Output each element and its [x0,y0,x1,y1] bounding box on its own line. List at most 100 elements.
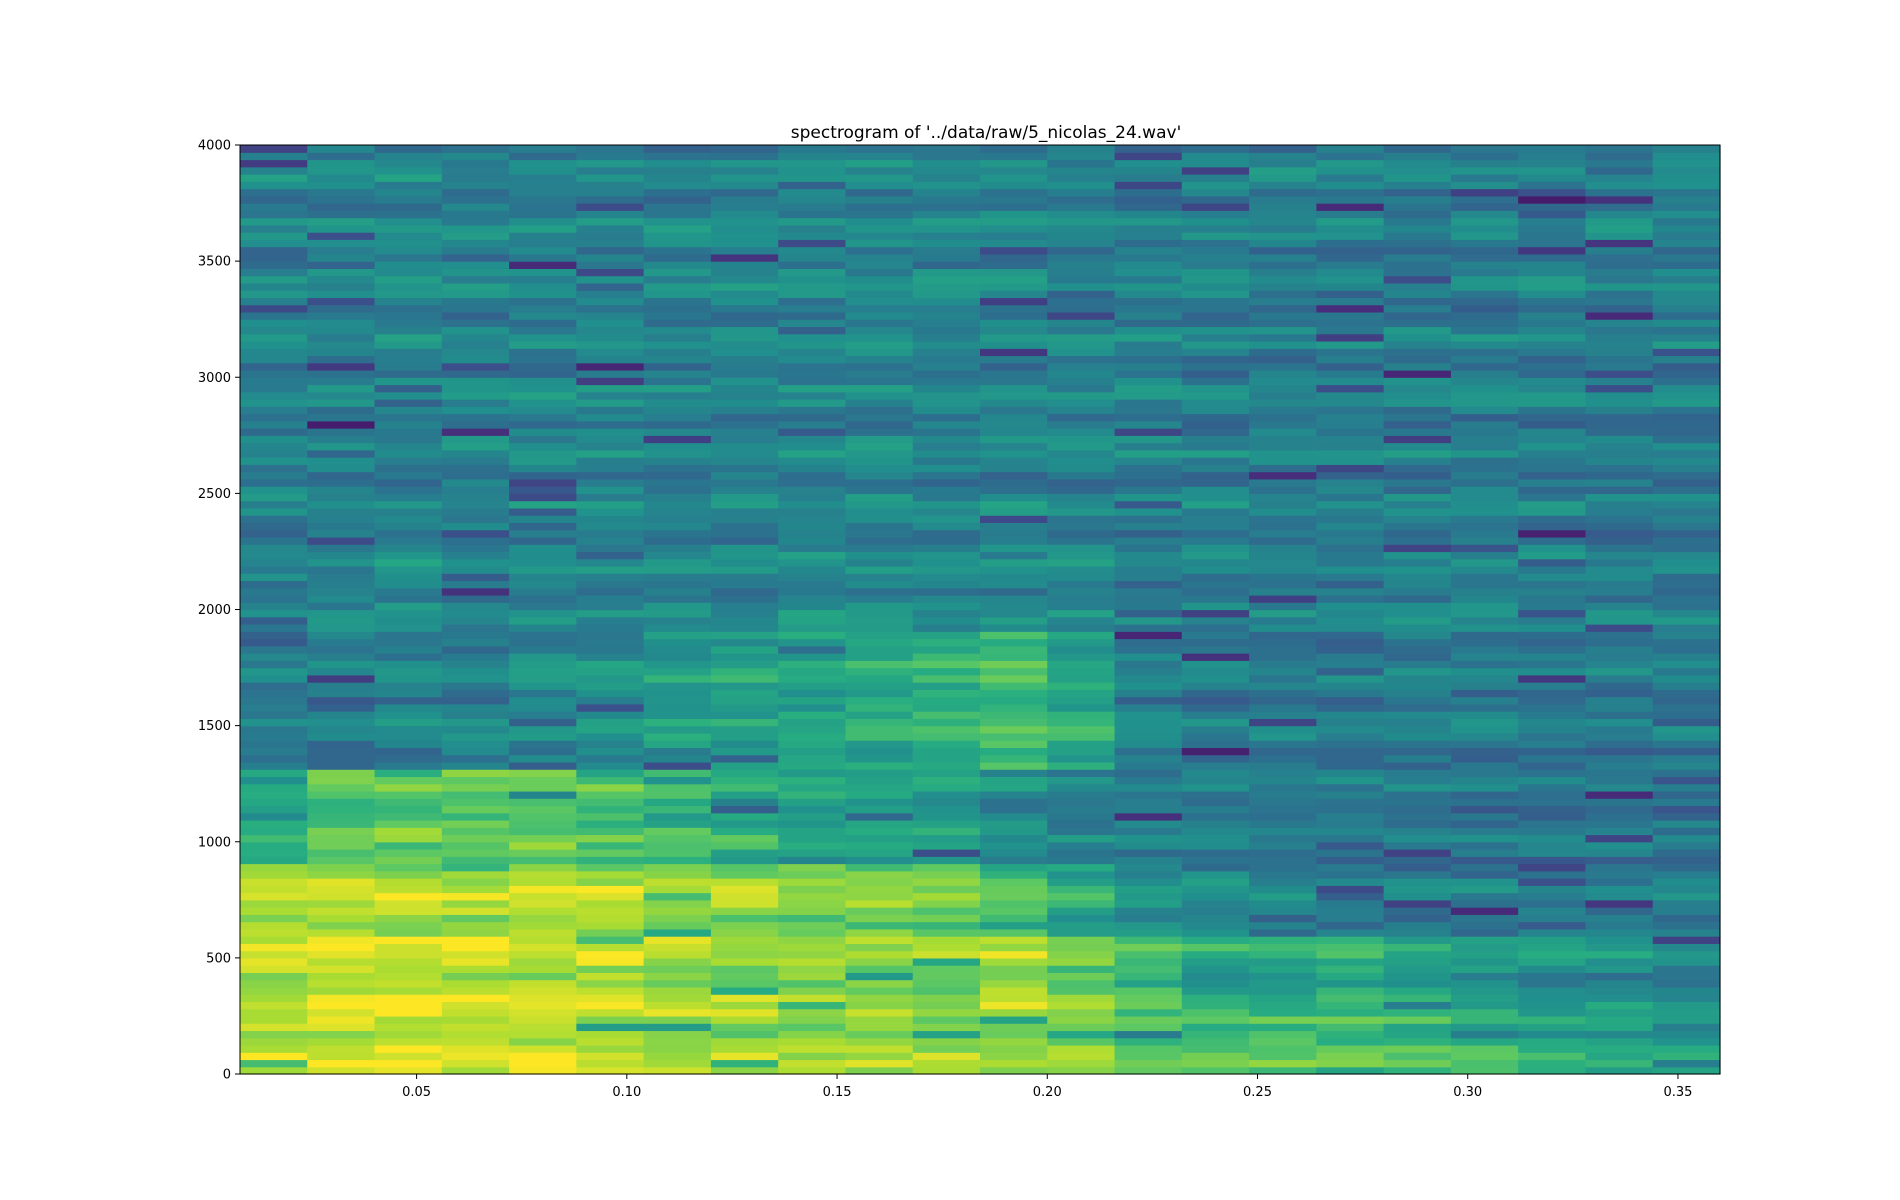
spectrogram-cell [1383,1008,1452,1017]
spectrogram-cell [1652,166,1721,175]
spectrogram-cell [1316,261,1385,269]
spectrogram-cell [374,152,443,161]
spectrogram-cell [441,979,510,988]
spectrogram-cell [912,522,981,531]
spectrogram-cell [710,907,779,915]
spectrogram-cell [509,1044,577,1053]
spectrogram-cell [1181,152,1250,161]
spectrogram-cell [643,979,712,988]
spectrogram-cell [1047,391,1116,400]
spectrogram-cell [240,391,308,400]
spectrogram-cell [643,660,712,669]
spectrogram-cell [1047,660,1116,669]
spectrogram-cell [1316,711,1385,719]
spectrogram-cell [1652,928,1721,937]
spectrogram-cell [240,188,308,197]
spectrogram-cell [576,994,645,1003]
spectrogram-cell [1450,507,1519,516]
spectrogram-cell [1114,863,1183,872]
spectrogram-cell [1652,333,1721,342]
spectrogram-cell [643,957,712,966]
spectrogram-cell [1047,638,1116,647]
spectrogram-cell [1383,152,1452,161]
spectrogram-cell [1652,319,1721,328]
spectrogram-cell [1450,399,1519,407]
spectrogram-cell [240,145,308,153]
spectrogram-cell [1249,863,1317,872]
spectrogram-cell [1316,1066,1385,1075]
spectrogram-cell [1249,986,1317,995]
spectrogram-cell [441,1001,510,1010]
spectrogram-cell [912,362,981,371]
spectrogram-cell [1652,428,1721,436]
spectrogram-cell [845,239,914,248]
spectrogram-cell [1585,304,1654,313]
spectrogram-cell [845,493,914,502]
spectrogram-cell [509,282,577,291]
spectrogram-cell [643,950,712,959]
spectrogram-cell [1450,522,1519,531]
spectrogram-cell [1249,1008,1317,1017]
spectrogram-cell [1585,246,1654,255]
spectrogram-cell [710,761,779,770]
spectrogram-cell [710,1008,779,1017]
spectrogram-cell [1114,674,1183,683]
spectrogram-cell [980,834,1048,843]
spectrogram-cell [1181,856,1250,865]
spectrogram-cell [912,166,981,175]
spectrogram-cell [980,696,1048,705]
spectrogram-cell [912,500,981,509]
spectrogram-cell [778,1008,847,1017]
spectrogram-cell [1585,878,1654,886]
spectrogram-cell [1450,486,1519,494]
spectrogram-cell [374,870,443,879]
spectrogram-cell [1114,224,1183,233]
spectrogram-cell [1316,203,1385,211]
spectrogram-cell [1450,653,1519,661]
spectrogram-cell [845,936,914,944]
spectrogram-cell [509,689,577,698]
spectrogram-cell [1652,1015,1721,1024]
spectrogram-cell [1047,333,1116,342]
spectrogram-cell [980,449,1048,458]
spectrogram-cell [845,645,914,654]
spectrogram-cell [1383,174,1452,182]
spectrogram-cell [1047,885,1116,894]
spectrogram-cell [845,602,914,611]
spectrogram-cell [240,624,308,632]
spectrogram-cell [509,812,577,821]
spectrogram-cell [1585,819,1654,828]
spectrogram-cell [307,152,376,161]
spectrogram-cell [240,565,308,574]
spectrogram-cell [374,362,443,371]
spectrogram-cell [1249,181,1317,190]
spectrogram-cell [778,645,847,654]
spectrogram-cell [778,457,847,465]
spectrogram-cell [1316,565,1385,574]
spectrogram-cell [1249,718,1317,727]
spectrogram-cell [1450,819,1519,828]
spectrogram-cell [576,355,645,364]
spectrogram-cell [374,972,443,981]
spectrogram-cell [912,631,981,640]
spectrogram-cell [778,819,847,828]
spectrogram-cell [1114,653,1183,661]
spectrogram-cell [1652,181,1721,190]
spectrogram-cell [509,500,577,509]
spectrogram-cell [374,188,443,197]
spectrogram-cell [1316,834,1385,843]
spectrogram-cell [374,573,443,582]
spectrogram-cell [1652,863,1721,872]
spectrogram-cell [845,1001,914,1010]
spectrogram-cell [1181,449,1250,458]
spectrogram-cell [576,471,645,480]
spectrogram-cell [1383,754,1452,763]
spectrogram-cell [441,406,510,415]
spectrogram-cell [1114,769,1183,778]
spectrogram-cell [1249,805,1317,814]
spectrogram-cell [576,914,645,923]
spectrogram-cell [509,754,577,763]
spectrogram-cell [441,994,510,1003]
spectrogram-cell [240,268,308,277]
spectrogram-cell [1383,631,1452,640]
